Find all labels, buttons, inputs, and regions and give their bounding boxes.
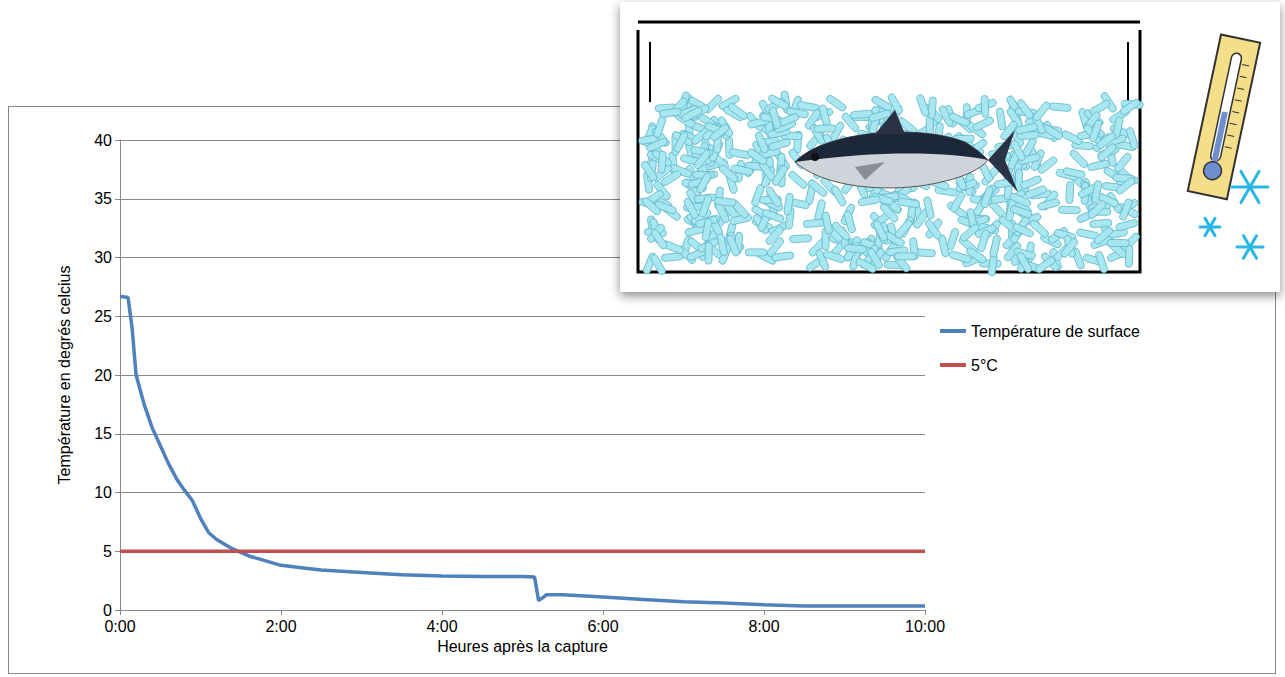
svg-text:6:00: 6:00 [587, 618, 618, 635]
svg-text:0:00: 0:00 [104, 618, 135, 635]
svg-text:Température en degrés celcius: Température en degrés celcius [56, 266, 73, 485]
svg-text:30: 30 [94, 249, 112, 266]
svg-text:5°C: 5°C [971, 357, 998, 374]
svg-text:15: 15 [94, 425, 112, 442]
svg-text:Heures après la capture: Heures après la capture [437, 638, 608, 655]
svg-text:35: 35 [94, 190, 112, 207]
svg-text:2:00: 2:00 [265, 618, 296, 635]
svg-text:20: 20 [94, 367, 112, 384]
svg-text:8:00: 8:00 [748, 618, 779, 635]
svg-text:10:00: 10:00 [905, 618, 945, 635]
svg-text:4:00: 4:00 [426, 618, 457, 635]
svg-text:25: 25 [94, 308, 112, 325]
svg-text:5: 5 [103, 543, 112, 560]
svg-text:Température de surface: Température de surface [971, 323, 1140, 340]
svg-text:0: 0 [103, 602, 112, 619]
svg-text:10: 10 [94, 484, 112, 501]
svg-text:40: 40 [94, 132, 112, 149]
